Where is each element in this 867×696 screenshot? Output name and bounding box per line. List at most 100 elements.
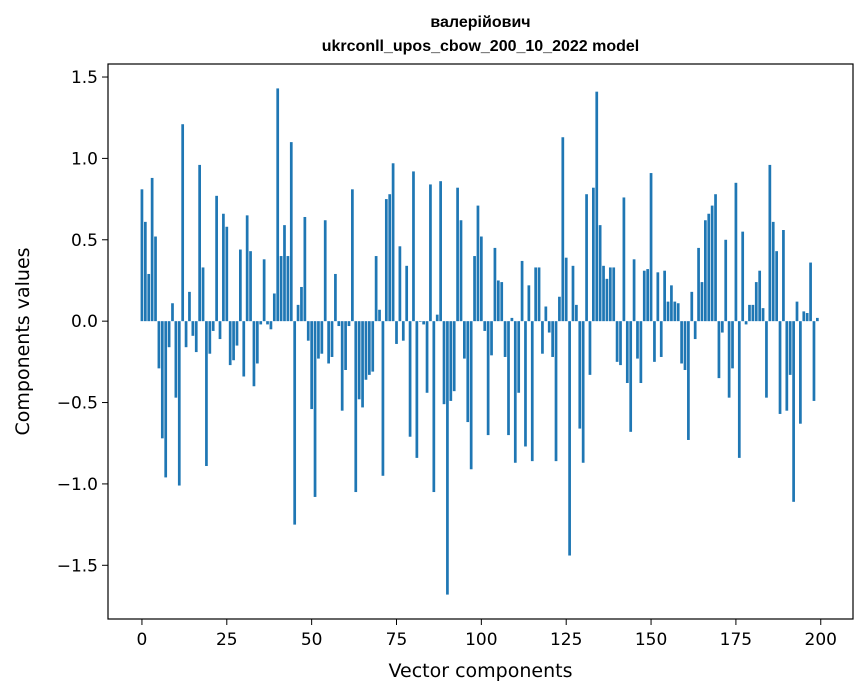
y-axis-ticks: −1.5 −1.0 −0.5 0.0 0.5 1.0 1.5 [57, 68, 108, 576]
bar-109 [510, 317, 514, 322]
y-tick-label: 1.0 [71, 149, 98, 169]
bar-56 [330, 321, 334, 357]
bar-156 [670, 285, 673, 322]
bar-53 [320, 321, 324, 354]
bar-67 [367, 321, 371, 375]
bar-192 [792, 321, 795, 502]
bar-177 [741, 231, 745, 322]
bars-group [140, 88, 819, 595]
plot-frame [107, 63, 854, 620]
bar-7 [164, 321, 168, 478]
bar-62 [351, 189, 354, 322]
bar-118 [541, 321, 544, 354]
bar-131 [585, 194, 588, 322]
bar-57 [334, 273, 337, 322]
bar-37 [266, 321, 269, 325]
y-tick-label: −0.5 [57, 394, 98, 414]
bar-28 [235, 321, 239, 346]
bar-125 [564, 257, 568, 322]
bar-13 [184, 321, 188, 348]
bar-199 [816, 317, 819, 322]
bar-17 [198, 164, 201, 322]
chart-title-line-1: валерійович [430, 14, 530, 31]
bar-176 [737, 321, 741, 458]
bar-184 [765, 321, 768, 398]
bar-130 [581, 321, 585, 463]
bar-180 [751, 304, 755, 322]
bar-82 [418, 321, 422, 322]
bar-63 [354, 321, 358, 493]
bar-93 [456, 187, 459, 322]
bar-153 [659, 321, 663, 357]
bar-141 [619, 321, 622, 366]
bar-49 [306, 321, 310, 341]
bar-66 [364, 321, 368, 380]
bar-77 [401, 321, 405, 341]
bar-46 [296, 304, 300, 322]
bar-193 [795, 301, 799, 322]
bar-198 [812, 321, 816, 401]
bar-139 [612, 267, 616, 322]
bar-96 [466, 321, 470, 423]
bar-48 [303, 216, 307, 322]
bar-148 [642, 270, 646, 322]
bar-101 [483, 321, 487, 331]
bar-79 [408, 321, 412, 437]
bar-188 [778, 321, 782, 414]
bar-185 [768, 164, 772, 322]
bar-92 [452, 321, 456, 392]
bar-120 [547, 321, 551, 333]
bar-151 [653, 321, 656, 362]
bar-20 [208, 321, 212, 354]
bar-18 [201, 267, 205, 322]
bar-145 [632, 259, 636, 322]
bar-72 [384, 199, 388, 322]
bar-128 [575, 304, 578, 322]
y-tick-label: 0.0 [71, 312, 98, 332]
bar-114 [527, 285, 531, 322]
bar-31 [245, 215, 249, 322]
bar-34 [255, 321, 259, 364]
bar-15 [191, 321, 195, 336]
bar-152 [656, 272, 660, 322]
bar-147 [639, 321, 643, 384]
bar-172 [724, 239, 728, 322]
bar-8 [167, 321, 171, 348]
bar-194 [799, 321, 802, 424]
bar-132 [588, 321, 592, 375]
bar-105 [496, 280, 500, 322]
x-tick-label: 25 [216, 630, 238, 650]
bar-45 [293, 321, 297, 525]
bar-122 [554, 321, 558, 462]
bar-61 [347, 321, 351, 327]
x-tick-label: 75 [386, 630, 408, 650]
bar-196 [805, 313, 809, 322]
bar-84 [425, 321, 429, 393]
bar-32 [249, 251, 252, 322]
bar-123 [558, 296, 561, 322]
bar-161 [687, 321, 690, 440]
bar-108 [507, 321, 510, 436]
bar-52 [317, 321, 320, 359]
bar-170 [717, 321, 721, 379]
bar-44 [289, 142, 293, 322]
bar-70 [378, 309, 381, 322]
bar-111 [517, 321, 521, 393]
bar-38 [269, 321, 273, 330]
y-tick-label: −1.0 [57, 475, 98, 495]
bar-5 [157, 321, 161, 369]
bar-189 [782, 230, 785, 322]
y-axis-label: Components values [12, 247, 34, 435]
bar-115 [530, 321, 534, 462]
bar-150 [649, 173, 653, 322]
bar-78 [405, 265, 409, 322]
bar-1 [143, 221, 147, 322]
bar-54 [323, 220, 327, 322]
bar-98 [473, 256, 476, 322]
bar-91 [449, 321, 453, 401]
bar-106 [500, 282, 504, 322]
bar-121 [551, 321, 554, 357]
bar-11 [177, 321, 181, 486]
bar-87 [435, 314, 439, 322]
bar-40 [276, 88, 280, 322]
